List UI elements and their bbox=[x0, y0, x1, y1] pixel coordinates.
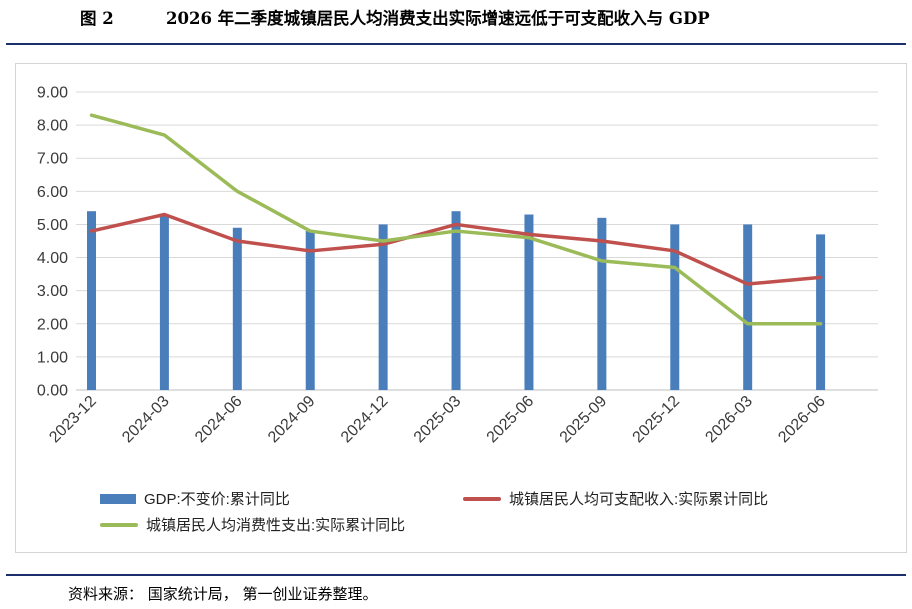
gdp-bar bbox=[378, 224, 388, 390]
y-tick-label: 8.00 bbox=[37, 118, 68, 135]
y-tick-label: 2.00 bbox=[37, 316, 68, 333]
consumption-line bbox=[89, 113, 823, 326]
x-tick-label: 2024-09 bbox=[265, 393, 319, 447]
figure-number: 图 2 bbox=[80, 9, 114, 28]
gdp-bar bbox=[305, 231, 315, 390]
gdp-bar bbox=[597, 217, 607, 390]
x-tick-label: 2025-12 bbox=[630, 393, 684, 447]
x-tick-label: 2025-06 bbox=[484, 393, 538, 447]
top-rule bbox=[6, 43, 906, 45]
legend-swatch-gdp bbox=[100, 493, 136, 504]
x-tick-label: 2026-03 bbox=[702, 393, 756, 447]
x-tick-label: 2024-12 bbox=[338, 393, 392, 447]
x-tick-label: 2023-12 bbox=[46, 393, 100, 447]
y-tick-label: 3.00 bbox=[37, 283, 68, 300]
y-tick-label: 0.00 bbox=[37, 383, 68, 400]
y-tick-label: 1.00 bbox=[37, 349, 68, 366]
y-tick-label: 5.00 bbox=[37, 217, 68, 234]
legend-item-income: 城镇居民人均可支配收入:实际累计同比 bbox=[463, 488, 768, 509]
y-tick-label: 9.00 bbox=[37, 85, 68, 102]
x-tick-label: 2025-09 bbox=[557, 393, 611, 447]
legend-label-income: 城镇居民人均可支配收入:实际累计同比 bbox=[509, 491, 769, 508]
gdp-bar bbox=[451, 211, 461, 390]
y-tick-label: 7.00 bbox=[37, 151, 68, 168]
gdp-bar bbox=[743, 224, 753, 390]
bottom-rule bbox=[6, 574, 906, 576]
x-tick-label: 2025-03 bbox=[411, 393, 465, 447]
legend-swatch-consumption bbox=[100, 522, 138, 527]
x-tick-label: 2024-06 bbox=[192, 393, 246, 447]
gdp-bar bbox=[87, 211, 96, 390]
legend-item-consumption: 城镇居民人均消费性支出:实际累计同比 bbox=[100, 514, 405, 535]
source-note: 资料来源： 国家统计局， 第一创业证券整理。 bbox=[68, 585, 378, 603]
income-line bbox=[89, 212, 823, 286]
gdp-bar bbox=[816, 234, 826, 390]
chart-svg: 0.00 1.00 2.00 3.00 4.00 5.00 6.00 7.00 8.00 9.00… bbox=[37, 85, 878, 447]
figure-title-text: 2026 年二季度城镇居民人均消费支出实际增速远低于可支配收入与 GDP bbox=[166, 9, 710, 28]
legend-item-gdp: GDP:不变价:累计同比 bbox=[100, 488, 290, 509]
gdp-bar bbox=[232, 227, 242, 390]
y-tick-label: 4.00 bbox=[37, 250, 68, 267]
gdp-bar bbox=[524, 214, 534, 390]
x-tick-label: 2026-06 bbox=[775, 393, 829, 447]
gdp-bar bbox=[670, 224, 680, 390]
y-tick-label: 6.00 bbox=[37, 184, 68, 201]
gdp-bar bbox=[159, 214, 169, 390]
legend-label-consumption: 城镇居民人均消费性支出:实际累计同比 bbox=[146, 517, 406, 534]
legend-swatch-income bbox=[463, 496, 501, 501]
legend-label-gdp: GDP:不变价:累计同比 bbox=[144, 491, 290, 508]
figure-title: 图 2 2026 年二季度城镇居民人均消费支出实际增速远低于可支配收入与 GDP bbox=[80, 5, 900, 29]
x-tick-label: 2024-03 bbox=[119, 393, 173, 447]
